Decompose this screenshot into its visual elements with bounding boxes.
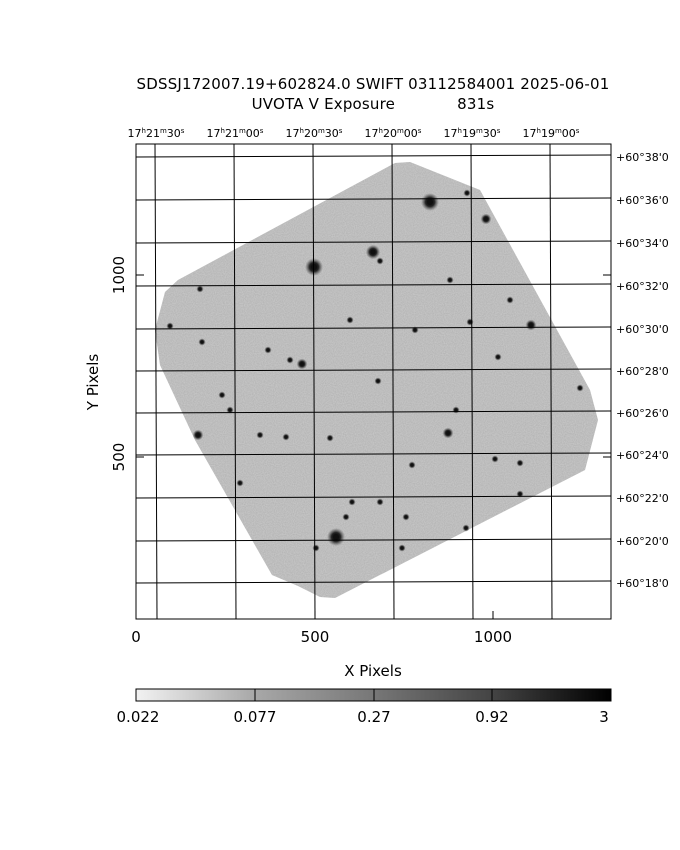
dec-tick-label: +60°22'0: [616, 492, 669, 505]
ra-tick-label: 17h21m30s: [128, 127, 185, 140]
star: [284, 435, 288, 439]
dec-tick-labels: +60°38'0 +60°36'0 +60°34'0 +60°32'0 +60°30'0…: [616, 151, 669, 590]
dec-tick-label: +60°28'0: [616, 365, 669, 378]
dec-grid-line: [135, 410, 612, 414]
dec-tick-label: +60°18'0: [616, 577, 669, 590]
star: [508, 298, 512, 302]
dec-tick-label: +60°26'0: [616, 407, 669, 420]
dec-grid-line: [135, 452, 612, 456]
dec-tick-label: +60°36'0: [616, 194, 669, 207]
colorbar-label: 0.92: [475, 708, 508, 726]
ra-grid-line: [549, 143, 553, 620]
star: [578, 386, 582, 390]
star: [220, 393, 224, 397]
image-subtitle: UVOTA V Exposure 831s: [0, 95, 680, 113]
star: [196, 433, 200, 437]
star: [258, 433, 262, 437]
star: [454, 408, 458, 412]
star: [228, 408, 232, 412]
star: [518, 461, 522, 465]
dec-grid-line: [135, 283, 612, 287]
star: [344, 515, 348, 519]
ra-tick-label: 17h20m30s: [286, 127, 343, 140]
dec-grid-line: [135, 197, 612, 201]
star: [378, 500, 382, 504]
dec-tick-label: +60°30'0: [616, 323, 669, 336]
star: [448, 278, 452, 282]
star: [468, 320, 472, 324]
dec-tick-label: +60°38'0: [616, 151, 669, 164]
star: [529, 323, 533, 327]
star: [378, 259, 382, 263]
star: [465, 191, 469, 195]
ra-grid-line: [233, 143, 237, 620]
colorbar-label: 0.077: [234, 708, 277, 726]
exposure-time: 831s: [457, 95, 495, 113]
star: [288, 358, 292, 362]
star: [168, 324, 172, 328]
filter-label: UVOTA V Exposure: [251, 95, 396, 113]
y-tick-label: 1000: [110, 256, 128, 294]
ra-tick-label: 17h19m00s: [523, 127, 580, 140]
axis-ticks: [135, 274, 611, 619]
star: [350, 500, 354, 504]
star: [238, 481, 242, 485]
star: [496, 355, 500, 359]
dec-tick-label: +60°20'0: [616, 535, 669, 548]
y-axis-label: Y Pixels: [84, 354, 102, 412]
star: [198, 287, 202, 291]
star: [370, 249, 376, 255]
x-tick-label: 500: [301, 628, 330, 646]
star: [410, 463, 414, 467]
dec-grid-line: [135, 495, 612, 499]
x-tick-label: 0: [131, 628, 141, 646]
y-tick-label: 500: [110, 443, 128, 472]
star: [314, 546, 318, 550]
colorbar-label: 3: [599, 708, 609, 726]
star: [376, 379, 380, 383]
star: [300, 362, 304, 366]
dec-grid-line: [135, 154, 612, 158]
colorbar-ticks: [254, 689, 493, 701]
star: [493, 457, 497, 461]
dec-tick-label: +60°32'0: [616, 280, 669, 293]
dec-grid-line: [135, 580, 612, 584]
colorbar-label: 0.27: [357, 708, 390, 726]
ra-tick-label: 17h21m00s: [207, 127, 264, 140]
star: [404, 515, 408, 519]
star: [427, 199, 433, 205]
colorbar-label: 0.022: [117, 708, 160, 726]
star: [484, 217, 488, 221]
dec-grid-line: [135, 368, 612, 372]
ra-tick-label: 17h20m00s: [365, 127, 422, 140]
ra-tick-labels: 17h21m30s 17h21m00s 17h20m30s 17h20m00s 17h1…: [128, 127, 580, 140]
star: [266, 348, 270, 352]
star: [333, 534, 339, 540]
dec-grid-line: [135, 538, 612, 542]
dec-grid-line: [135, 326, 612, 330]
plot-frame: [135, 143, 612, 620]
dec-tick-label: +60°24'0: [616, 449, 669, 462]
ra-tick-label: 17h19m30s: [444, 127, 501, 140]
star: [413, 328, 417, 332]
x-axis-label: X Pixels: [344, 662, 402, 680]
star: [464, 526, 468, 530]
dec-grid-line: [135, 240, 612, 244]
dec-tick-label: +60°34'0: [616, 237, 669, 250]
coordinate-grid: [135, 143, 612, 620]
star: [328, 436, 332, 440]
ra-grid-line: [154, 143, 158, 620]
star: [518, 492, 522, 496]
star: [446, 431, 450, 435]
x-tick-label: 1000: [474, 628, 512, 646]
star: [200, 340, 204, 344]
image-title: SDSSJ172007.19+602824.0 SWIFT 0311258400…: [136, 75, 610, 93]
star: [400, 546, 404, 550]
star: [348, 318, 352, 322]
